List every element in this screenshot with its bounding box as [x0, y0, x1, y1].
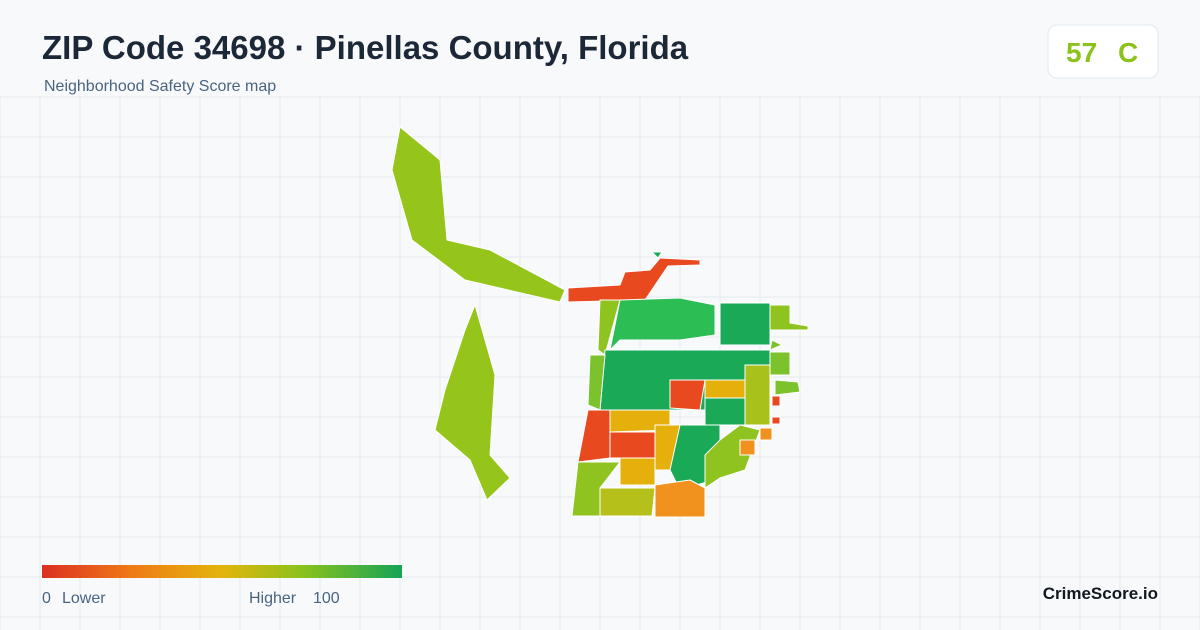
score-badge: [1047, 24, 1159, 79]
zone: [654, 479, 706, 518]
legend-min-label: Lower: [62, 590, 106, 607]
legend-max-label: Higher: [249, 590, 297, 607]
zone: [744, 364, 771, 426]
zone: [769, 351, 791, 376]
zone: [669, 379, 706, 411]
legend-max: 100: [313, 590, 340, 607]
zone: [759, 427, 773, 441]
zone: [771, 395, 781, 407]
zone: [704, 397, 746, 426]
brand: CrimeScore.io: [1043, 584, 1158, 603]
zone: [719, 302, 771, 346]
zone: [769, 304, 809, 331]
zone: [599, 487, 656, 517]
legend-scale: [42, 565, 402, 578]
zone: [739, 439, 756, 456]
zone: [434, 304, 511, 501]
subtitle: Neighborhood Safety Score map: [44, 78, 276, 95]
zone: [769, 339, 783, 351]
legend-min: 0: [42, 590, 51, 607]
zone: [774, 379, 801, 396]
zone: [391, 126, 566, 303]
zone: [609, 297, 716, 351]
score-grade: C: [1118, 37, 1138, 68]
grid: [0, 96, 1200, 630]
zone: [771, 416, 781, 425]
title: ZIP Code 34698 · Pinellas County, Florid…: [42, 29, 689, 66]
map: [391, 126, 809, 518]
score-value: 57: [1066, 37, 1097, 68]
zone: [609, 431, 656, 459]
zone: [651, 251, 663, 259]
zone: [619, 457, 656, 486]
